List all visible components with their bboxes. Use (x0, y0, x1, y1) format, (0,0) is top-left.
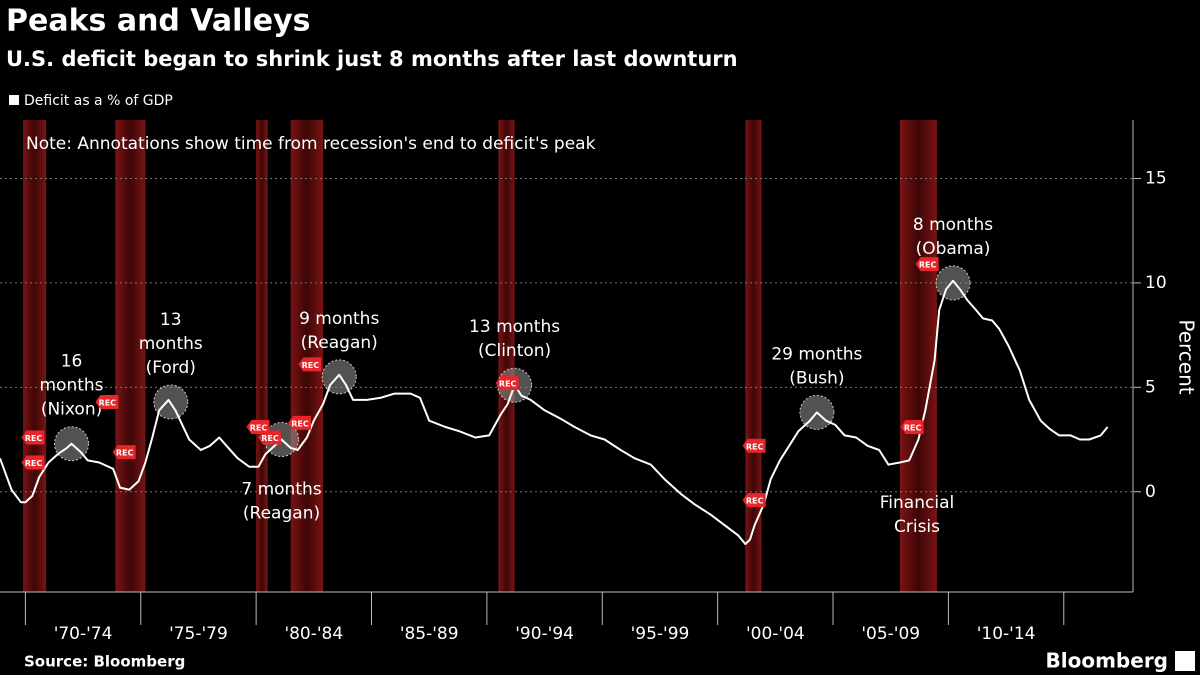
recession-bands (23, 120, 937, 592)
note: Note: Annotations show time from recessi… (26, 134, 596, 154)
annotation: (Nixon) (41, 400, 102, 420)
rec-marker (742, 438, 766, 453)
chart-title: Peaks and Valleys (6, 4, 311, 39)
rec-label: REC (919, 261, 937, 270)
recession-band (498, 120, 515, 592)
annotation: 13 (160, 310, 182, 330)
annotation: 13 months (469, 317, 560, 337)
rec-marker (900, 420, 924, 435)
annotation: months (139, 334, 203, 354)
annotation: 9 months (299, 309, 379, 329)
annotation: (Reagan) (301, 333, 378, 353)
crisis-label: Financial (880, 493, 954, 513)
peak-circle (321, 359, 357, 395)
recession-band (256, 120, 268, 592)
chart-subtitle: U.S. deficit began to shrink just 8 mont… (6, 47, 738, 71)
annotation: (Reagan) (243, 504, 320, 524)
annotation: months (40, 376, 104, 396)
annotation: 16 (61, 352, 83, 372)
rec-label: REC (261, 434, 279, 443)
y-tick-label: 15 (1145, 168, 1167, 188)
legend-swatch (9, 95, 19, 105)
y-tick-label: 5 (1145, 377, 1156, 397)
annotation: (Bush) (789, 368, 844, 388)
source: Source: Bloomberg (24, 653, 185, 671)
crisis-label: Crisis (894, 517, 940, 537)
recession-band (899, 120, 937, 592)
rec-label: REC (99, 398, 117, 407)
rec-marker (112, 445, 136, 460)
rec-label: REC (746, 497, 764, 506)
y-axis-label: Percent (1175, 319, 1199, 394)
peak-circle (935, 265, 971, 301)
grid: 0 5 10 15 '70-'74 '75-'79 '80-'84 '85-'89 '90-'9… (0, 120, 1167, 644)
x-tick-label: '75-'79 (169, 624, 228, 644)
rec-label: REC (302, 361, 320, 370)
recession-band (115, 120, 146, 592)
annotation: (Ford) (146, 358, 196, 378)
rec-label: REC (25, 434, 43, 443)
x-tick-label: '00-'04 (746, 624, 805, 644)
rec-label: REC (250, 424, 268, 433)
recession-band (23, 120, 47, 592)
rec-marker (257, 430, 281, 445)
rec-marker (21, 430, 45, 445)
brand: Bloomberg (1046, 649, 1168, 673)
annotation: 7 months (241, 480, 321, 500)
x-tick-label: '70-'74 (54, 624, 113, 644)
rec-marker (298, 357, 322, 372)
annotation: (Clinton) (478, 341, 551, 361)
x-tick-label: '95-'99 (631, 624, 690, 644)
brand-icon (1175, 651, 1195, 671)
x-tick-label: '10-'14 (977, 624, 1036, 644)
annotation: (Obama) (916, 239, 991, 259)
line-series (0, 279, 1109, 545)
annotation: 29 months (771, 344, 862, 364)
rec-marker (95, 394, 119, 409)
rec-label: REC (291, 419, 309, 428)
rec-marker (915, 257, 939, 272)
x-tick-label: '90-'94 (515, 624, 574, 644)
recession-band (290, 120, 324, 592)
rec-label: REC (746, 442, 764, 451)
x-tick-label: '85-'89 (400, 624, 459, 644)
plot: 16 months (Nixon) 13 months (Ford) 7 months (Re… (0, 215, 1109, 545)
rec-label: REC (904, 424, 922, 433)
rec-label: REC (499, 380, 517, 389)
legend-label: Deficit as a % of GDP (24, 93, 173, 109)
rec-marker (287, 415, 311, 430)
rec-marker (742, 493, 766, 508)
rec-marker (21, 455, 45, 470)
x-tick-label: '80-'84 (284, 624, 343, 644)
x-tick-label: '05-'09 (861, 624, 920, 644)
recession-band (745, 120, 762, 592)
y-tick-label: 10 (1145, 273, 1167, 293)
rec-label: REC (116, 449, 134, 458)
rec-marker (495, 376, 519, 391)
rec-label: REC (25, 459, 43, 468)
y-tick-label: 0 (1145, 482, 1156, 502)
annotation: 8 months (913, 215, 993, 235)
